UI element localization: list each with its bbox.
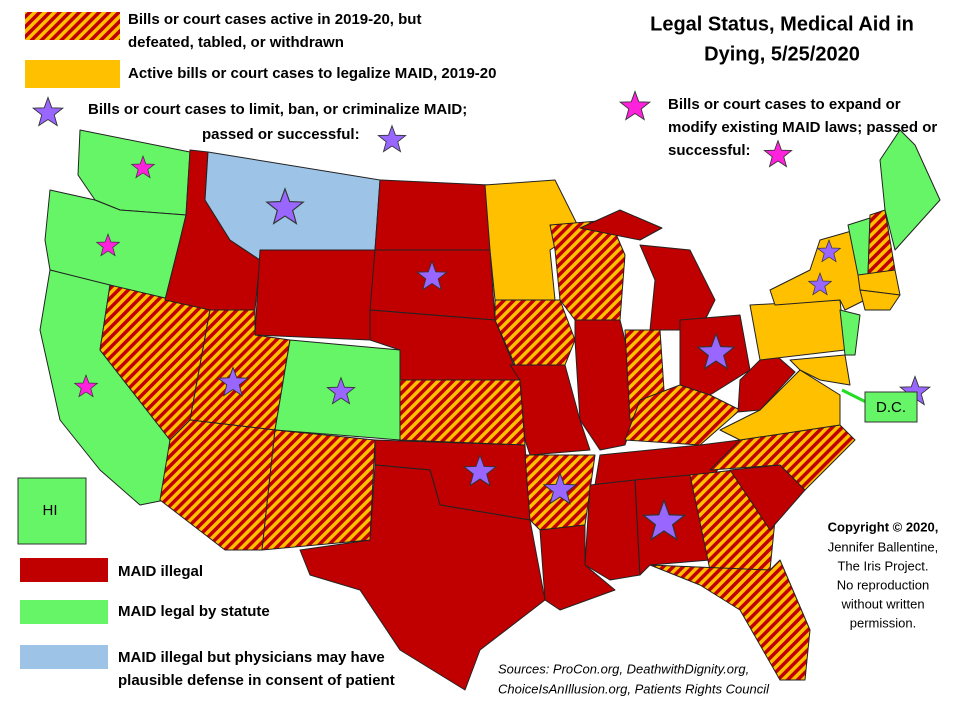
- state: [839, 309, 861, 356]
- swatch: [20, 558, 108, 582]
- states: [39, 129, 941, 691]
- state: [749, 299, 846, 361]
- state: [159, 419, 276, 551]
- copyright-line: without written: [840, 596, 924, 611]
- state: [299, 464, 546, 691]
- copyright-line: Jennifer Ballentine,: [828, 539, 939, 554]
- star: [32, 96, 64, 127]
- copyright-line: No reproduction: [837, 577, 930, 592]
- state: [369, 249, 496, 321]
- copyright-line: The Iris Project.: [837, 558, 928, 573]
- legend-text: Bills or court cases to limit, ban, or c…: [88, 101, 467, 118]
- title: Legal Status, Medical Aid in: [650, 13, 914, 35]
- legend-text: successful:: [668, 142, 751, 159]
- state: [649, 559, 811, 681]
- sources-line: ChoiceIsAnIllusion.org, Patients Rights …: [498, 681, 770, 696]
- hawaii-label: HI: [43, 502, 58, 519]
- state: [374, 179, 491, 251]
- legend-text: MAID legal by statute: [118, 603, 270, 620]
- sources-line: Sources: ProCon.org, DeathwithDignity.or…: [498, 661, 749, 676]
- legend-text: MAID illegal but physicians may have: [118, 649, 385, 666]
- state: [584, 479, 641, 581]
- legend-text: defeated, tabled, or withdrawn: [128, 34, 344, 51]
- star: [377, 125, 407, 153]
- state: [879, 129, 941, 251]
- copyright-line: Copyright © 2020,: [828, 519, 939, 534]
- state: [789, 354, 851, 386]
- swatch: [25, 60, 120, 88]
- swatch: [20, 645, 108, 669]
- hawaii-box: [17, 477, 87, 545]
- state: [574, 319, 641, 451]
- state: [484, 179, 581, 301]
- legend-text: Active bills or court cases to legalize …: [128, 65, 496, 82]
- legend-text: plausible defense in consent of patient: [118, 672, 395, 689]
- dc-label: D.C.: [876, 399, 906, 416]
- legend-text: MAID illegal: [118, 563, 203, 580]
- state: [261, 429, 376, 551]
- state: [639, 244, 716, 331]
- dc-box: [864, 391, 918, 423]
- copyright: Copyright © 2020, Jennifer Ballentine, T…: [828, 519, 939, 630]
- arrow: [841, 388, 867, 404]
- copyright-line: permission.: [850, 615, 916, 630]
- state: [859, 289, 901, 311]
- legend-text: modify existing MAID laws; passed or: [668, 119, 937, 136]
- title: Dying, 5/25/2020: [704, 43, 860, 65]
- sources: Sources: ProCon.org, DeathwithDignity.or…: [498, 661, 770, 696]
- star: [619, 90, 651, 121]
- star: [763, 140, 793, 168]
- state: [539, 524, 616, 611]
- state: [579, 209, 663, 241]
- swatch: [25, 12, 120, 40]
- legend-text: Bills or court cases active in 2019-20, …: [128, 11, 421, 28]
- swatch: [20, 600, 108, 624]
- state: [509, 364, 591, 456]
- state: [769, 229, 866, 311]
- state: [254, 249, 376, 341]
- state: [399, 379, 526, 446]
- legend-text: passed or successful:: [202, 126, 360, 143]
- legend-text: Bills or court cases to expand or: [668, 96, 901, 113]
